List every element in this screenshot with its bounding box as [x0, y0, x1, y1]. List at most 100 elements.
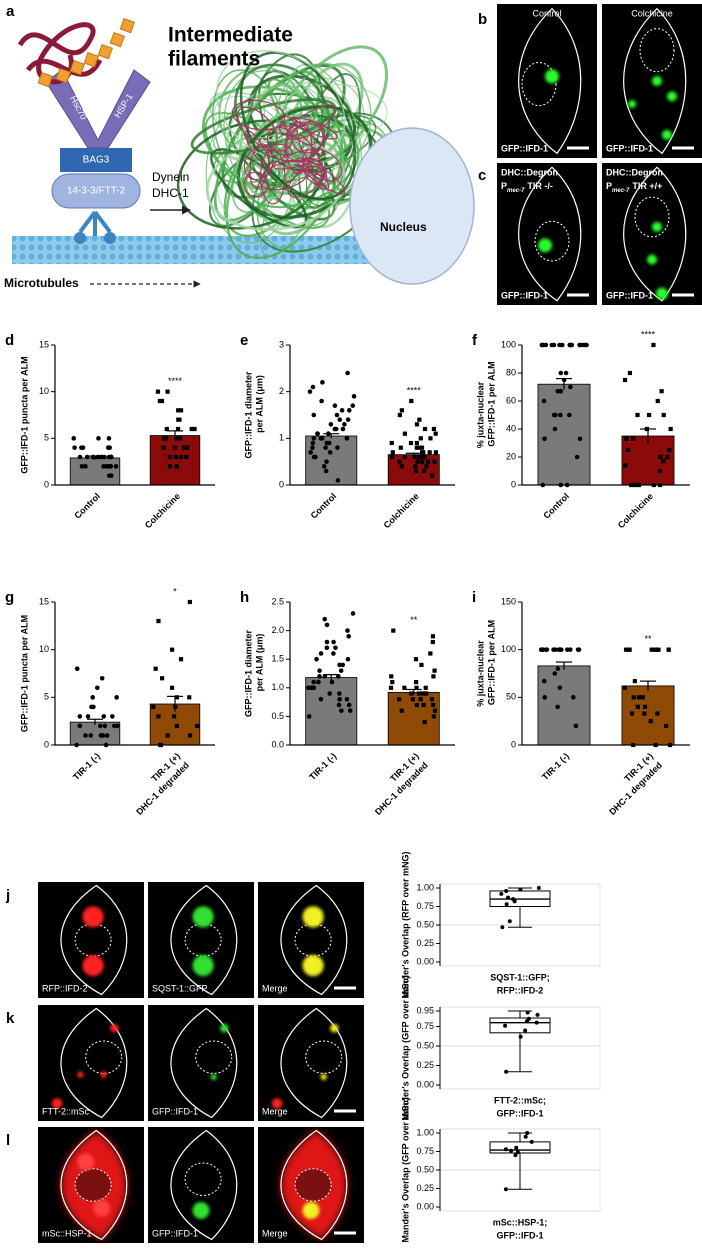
filament — [305, 130, 355, 206]
micrograph: GFP::IFD-1 — [602, 163, 702, 305]
data-point — [85, 714, 91, 719]
data-point — [499, 891, 504, 896]
panel-letter: a — [6, 3, 15, 20]
data-point — [185, 445, 190, 450]
y-tick-label: 0.00 — [416, 956, 434, 966]
y-tick-label: 0.25 — [416, 938, 434, 948]
data-point — [318, 651, 324, 656]
puncta — [82, 954, 104, 977]
box — [489, 1141, 551, 1154]
data-point — [161, 445, 166, 450]
data-point — [174, 723, 179, 729]
filament-tangle — [176, 45, 398, 260]
data-point — [507, 919, 512, 924]
y-tick-label: 0.00 — [416, 1201, 434, 1211]
image-background — [148, 882, 254, 998]
data-point — [327, 450, 333, 455]
data-point — [402, 431, 408, 436]
data-point — [423, 691, 428, 696]
promoter-subscript: mec-7 — [507, 188, 525, 194]
data-point — [549, 342, 555, 348]
y-tick-label: 3 — [279, 339, 284, 349]
data-point — [310, 384, 316, 390]
data-point — [421, 450, 426, 455]
data-point — [155, 389, 161, 394]
y-tick-label: 50 — [506, 692, 516, 702]
data-point — [432, 459, 437, 464]
micrograph: SQST-1::GFP — [148, 882, 254, 998]
data-point — [622, 685, 627, 690]
data-point — [181, 445, 187, 450]
data-point — [636, 695, 642, 700]
data-point — [433, 431, 438, 436]
data-point — [324, 622, 330, 628]
cell-outline — [60, 1007, 128, 1119]
data-point — [666, 647, 671, 652]
puncta — [302, 1202, 320, 1219]
diagram-title: Intermediate — [168, 24, 293, 47]
substrate-fiber — [259, 148, 286, 205]
nucleus-outline — [74, 1168, 112, 1202]
data-point — [413, 468, 418, 474]
data-point — [311, 679, 317, 685]
dynein-head — [74, 232, 86, 244]
y-tick-label: 0.25 — [416, 1183, 434, 1193]
box — [489, 1017, 551, 1034]
data-point — [96, 436, 101, 441]
channel-label: FTT-2::mSc — [42, 1106, 89, 1116]
data-point — [657, 468, 663, 474]
data-point — [552, 426, 558, 432]
y-tick-label: 80 — [506, 367, 516, 377]
data-point — [642, 704, 648, 709]
data-point — [79, 445, 84, 450]
data-point — [409, 398, 414, 404]
data-point — [623, 463, 628, 468]
data-point — [397, 459, 402, 464]
data-point — [622, 377, 628, 383]
image-background — [148, 1127, 254, 1243]
cell-outline — [170, 884, 238, 996]
bar — [387, 454, 440, 486]
channel-label: SQST-1::GFP — [152, 983, 208, 993]
data-point — [632, 679, 637, 684]
data-point — [346, 408, 352, 413]
x-tick-label: Control — [541, 491, 571, 521]
data-point — [426, 459, 431, 464]
puncta — [220, 1023, 229, 1033]
data-point — [106, 445, 112, 450]
y-axis-label: Mander's Overlap (GFP over mSc) — [400, 1097, 410, 1242]
y-tick-label: 1.00 — [416, 1127, 434, 1137]
motor-label: Dynein — [152, 170, 189, 184]
channel-label: GFP::IFD-1 — [606, 290, 653, 300]
x-tick-label: Control — [309, 491, 339, 521]
image-title: DHC::Degron — [501, 167, 558, 177]
data-point — [410, 697, 415, 702]
data-point — [557, 685, 563, 691]
track-label: Microtubules — [4, 276, 79, 290]
data-point — [77, 714, 83, 719]
data-point — [169, 685, 175, 690]
y-tick-label: 2.5 — [271, 596, 284, 606]
data-point — [109, 454, 114, 460]
substrate-fiber — [285, 121, 313, 175]
data-point — [345, 656, 351, 662]
data-point — [99, 675, 105, 681]
data-point — [402, 454, 407, 460]
puncta — [538, 238, 552, 253]
data-point — [308, 685, 314, 691]
puncta — [652, 76, 662, 86]
data-point — [170, 647, 175, 652]
channel-label: GFP::IFD-1 — [152, 1228, 198, 1238]
data-point — [389, 440, 394, 446]
puncta — [656, 287, 668, 300]
data-point — [160, 676, 165, 681]
data-point — [313, 454, 318, 460]
puncta — [647, 254, 657, 265]
data-point — [339, 708, 344, 713]
bar — [149, 435, 201, 486]
y-axis-label: % juxta-nuclear — [475, 381, 485, 448]
x-tick-label: Control — [72, 491, 102, 521]
y-tick-label: 60 — [506, 395, 516, 405]
puncta — [100, 1071, 107, 1078]
